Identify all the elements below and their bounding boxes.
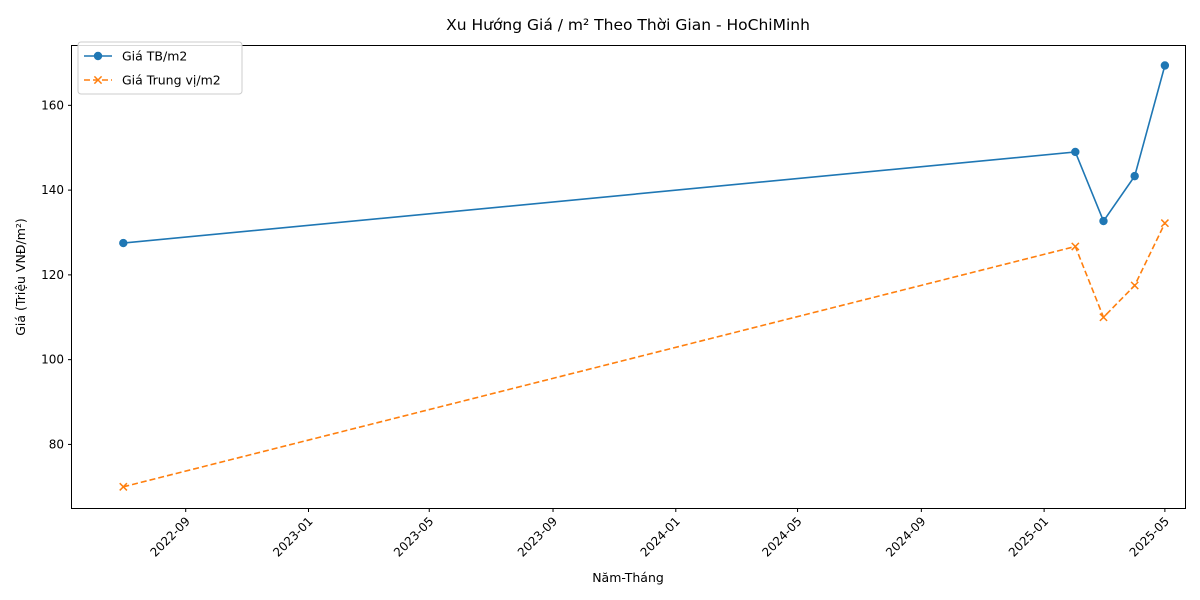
y-tick-label: 120 <box>41 268 64 282</box>
series-line-1 <box>123 65 1166 244</box>
plot-area <box>119 61 1170 491</box>
data-point <box>1099 216 1108 226</box>
legend-marker <box>93 75 103 85</box>
x-tick-label: 2024-01 <box>638 514 683 559</box>
x-tick-label: 2024-05 <box>759 514 804 559</box>
legend-label: Giá Trung vị/m2 <box>122 73 221 88</box>
x-tick-label: 2023-09 <box>515 514 560 559</box>
x-tick-label: 2022-09 <box>147 514 192 559</box>
y-axis-label: Giá (Triệu VNĐ/m²) <box>13 218 28 336</box>
legend-label: Giá TB/m2 <box>122 49 187 64</box>
x-tick-label: 2025-01 <box>1006 514 1051 559</box>
data-point <box>1160 219 1170 228</box>
data-point <box>1071 147 1080 157</box>
x-tick-label: 2023-05 <box>391 514 436 559</box>
y-tick-label: 160 <box>41 98 64 112</box>
data-point <box>119 482 128 491</box>
series-line-2 <box>123 222 1166 488</box>
x-tick-label: 2023-01 <box>270 514 315 559</box>
x-tick-label: 2025-05 <box>1127 514 1172 559</box>
y-tick-label: 140 <box>41 183 64 197</box>
legend-marker <box>93 51 103 61</box>
x-axis: 2022-09 2023-01 2023-05 2023-09 2024-01 2024-… <box>147 508 1172 560</box>
data-point <box>1130 281 1139 290</box>
y-tick-label: 80 <box>49 437 64 451</box>
data-point <box>1160 61 1170 70</box>
plot-frame <box>71 45 1186 509</box>
x-axis-label: Năm-Tháng <box>592 570 664 585</box>
y-tick-label: 100 <box>41 353 64 367</box>
chart-title: Xu Hướng Giá / m² Theo Thời Gian - HoChi… <box>446 16 810 34</box>
legend-box <box>77 41 243 95</box>
x-tick-label: 2024-09 <box>883 514 928 559</box>
data-point <box>1099 313 1108 322</box>
y-axis: 80 100 120 140 160 <box>41 98 72 451</box>
legend: Giá TB/m2 Giá Trung vị/m2 <box>77 41 243 95</box>
data-point <box>119 238 128 248</box>
data-point <box>1130 171 1139 181</box>
data-point <box>1071 242 1080 251</box>
